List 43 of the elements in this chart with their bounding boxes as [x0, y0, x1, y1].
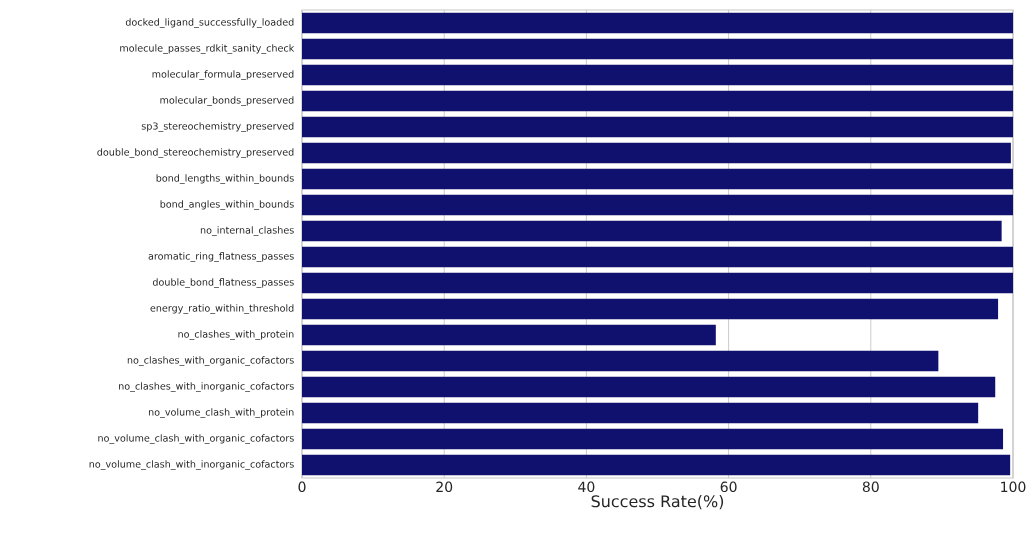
y-tick-label: bond_angles_within_bounds [160, 200, 294, 210]
y-tick-label: molecular_bonds_preserved [160, 96, 294, 106]
y-tick-label: no_internal_clashes [200, 226, 294, 236]
x-tick-label: 80 [862, 481, 879, 493]
bar [302, 454, 1011, 476]
bar [302, 142, 1011, 164]
y-tick-label: sp3_stereochemistry_preserved [141, 122, 294, 132]
bar [302, 64, 1014, 86]
y-tick-label: molecular_formula_preserved [152, 70, 294, 80]
y-tick-label: no_volume_clash_with_organic_cofactors [98, 434, 294, 444]
y-tick-label: molecule_passes_rdkit_sanity_check [120, 44, 295, 54]
bar [302, 428, 1004, 450]
y-tick-label: double_bond_stereochemistry_preserved [97, 148, 294, 158]
y-tick-label: no_clashes_with_inorganic_cofactors [119, 382, 294, 392]
bar [302, 298, 999, 320]
y-tick-label: no_clashes_with_protein [178, 330, 294, 340]
bar [302, 272, 1014, 294]
y-tick-label: no_clashes_with_organic_cofactors [127, 356, 294, 366]
x-tick-label: 0 [298, 481, 306, 493]
bar [302, 90, 1014, 112]
y-tick-label: bond_lengths_within_bounds [156, 174, 294, 184]
bar [302, 350, 939, 372]
bar [302, 376, 996, 398]
y-tick-label: double_bond_flatness_passes [152, 278, 294, 288]
x-axis-title: Success Rate(%) [591, 494, 724, 510]
y-tick-label: energy_ratio_within_threshold [150, 304, 294, 314]
bar [302, 194, 1014, 216]
y-tick-label: docked_ligand_successfully_loaded [125, 18, 294, 28]
x-tick-label: 40 [578, 481, 595, 493]
y-tick-label: no_volume_clash_with_inorganic_cofactors [89, 460, 294, 470]
bar [302, 220, 1002, 242]
bar [302, 168, 1014, 190]
y-tick-label: aromatic_ring_flatness_passes [148, 252, 294, 262]
x-tick-label: 60 [720, 481, 737, 493]
bar [302, 12, 1014, 34]
bar [302, 116, 1014, 138]
y-tick-label: no_volume_clash_with_protein [148, 408, 294, 418]
bar [302, 246, 1014, 268]
bar [302, 402, 979, 424]
x-tick-label: 100 [1001, 481, 1026, 493]
bar [302, 324, 716, 346]
x-tick-label: 20 [436, 481, 453, 493]
bar [302, 38, 1014, 60]
